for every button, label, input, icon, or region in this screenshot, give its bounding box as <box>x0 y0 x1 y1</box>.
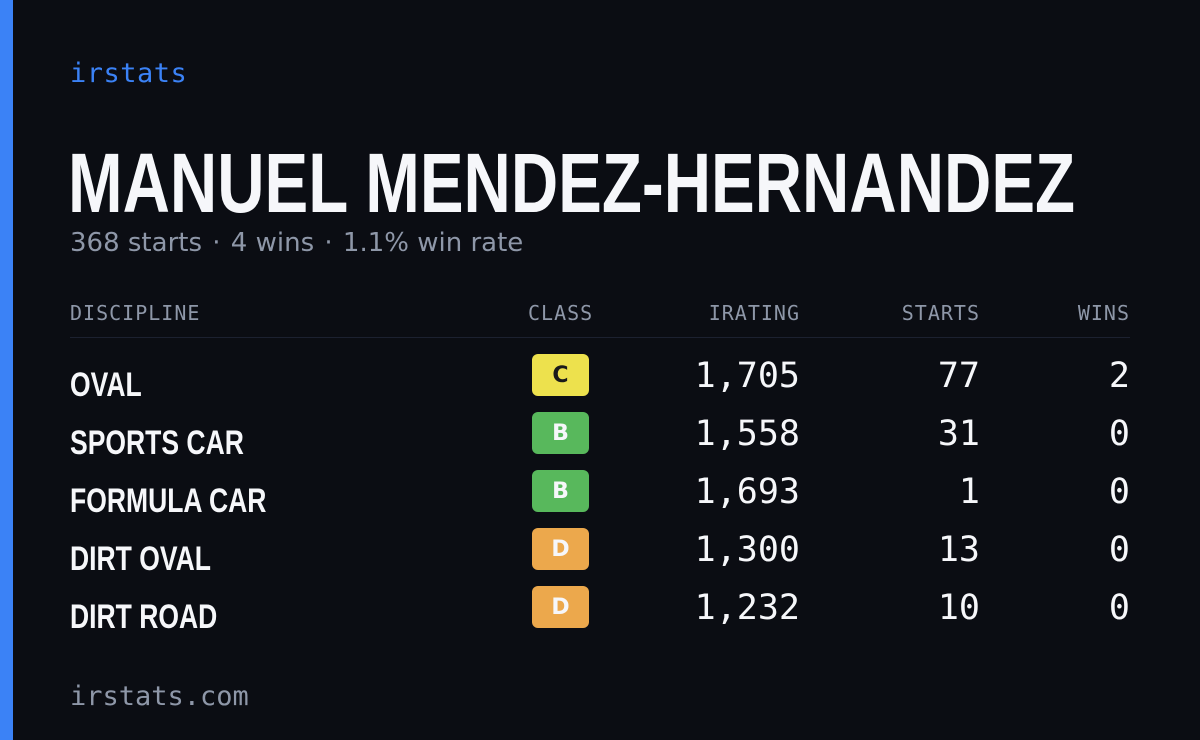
discipline-stats-table: DISCIPLINE CLASS IRATING STARTS WINS OVA… <box>70 300 1130 644</box>
table-header: DISCIPLINE CLASS IRATING STARTS WINS <box>70 300 1130 338</box>
player-name: MANUEL MENDEZ-HERNANDEZ <box>68 136 1076 230</box>
wins-value: 0 <box>1108 472 1130 512</box>
footer-url: irstats.com <box>70 681 249 712</box>
discipline-name: FORMULA CAR <box>70 482 267 520</box>
irating-value: 1,705 <box>694 356 800 396</box>
discipline-name: DIRT ROAD <box>70 598 218 636</box>
class-badge: B <box>532 412 589 454</box>
class-badge: D <box>532 586 589 628</box>
class-badge: D <box>532 528 589 570</box>
win-rate: 1.1% win rate <box>342 228 524 258</box>
discipline-name: DIRT OVAL <box>70 540 211 578</box>
starts-value: 1 <box>958 472 980 512</box>
table-row: FORMULA CAR B 1,693 1 0 <box>70 470 1130 528</box>
header-wins: WINS <box>1077 301 1130 325</box>
irating-value: 1,232 <box>694 588 800 628</box>
wins-value: 0 <box>1108 530 1130 570</box>
accent-bar <box>0 0 13 740</box>
starts-value: 10 <box>937 588 980 628</box>
starts-value: 13 <box>937 530 980 570</box>
wins-value: 0 <box>1108 588 1130 628</box>
header-discipline: DISCIPLINE <box>70 301 201 325</box>
table-row: OVAL C 1,705 77 2 <box>70 354 1130 412</box>
wins-value: 0 <box>1108 414 1130 454</box>
starts-value: 31 <box>937 414 980 454</box>
class-badge: C <box>532 354 589 396</box>
total-starts: 368 starts <box>70 228 202 258</box>
irating-value: 1,558 <box>694 414 800 454</box>
header-starts: STARTS <box>901 301 980 325</box>
player-summary: 368 starts · 4 wins · 1.1% win rate <box>70 228 523 258</box>
table-row: DIRT OVAL D 1,300 13 0 <box>70 528 1130 586</box>
wins-value: 2 <box>1108 356 1130 396</box>
summary-separator: · <box>212 228 221 258</box>
total-wins: 4 wins <box>230 228 315 258</box>
brand-logo-text: irstats <box>70 58 188 89</box>
starts-value: 77 <box>937 356 980 396</box>
header-irating: IRATING <box>708 301 800 325</box>
table-row: DIRT ROAD D 1,232 10 0 <box>70 586 1130 644</box>
discipline-name: SPORTS CAR <box>70 424 244 462</box>
summary-separator: · <box>324 228 333 258</box>
table-row: SPORTS CAR B 1,558 31 0 <box>70 412 1130 470</box>
class-badge: B <box>532 470 589 512</box>
irating-value: 1,693 <box>694 472 800 512</box>
table-body: OVAL C 1,705 77 2 SPORTS CAR B 1,558 31 … <box>70 338 1130 644</box>
header-class: CLASS <box>528 301 594 325</box>
discipline-name: OVAL <box>70 366 142 404</box>
irating-value: 1,300 <box>694 530 800 570</box>
